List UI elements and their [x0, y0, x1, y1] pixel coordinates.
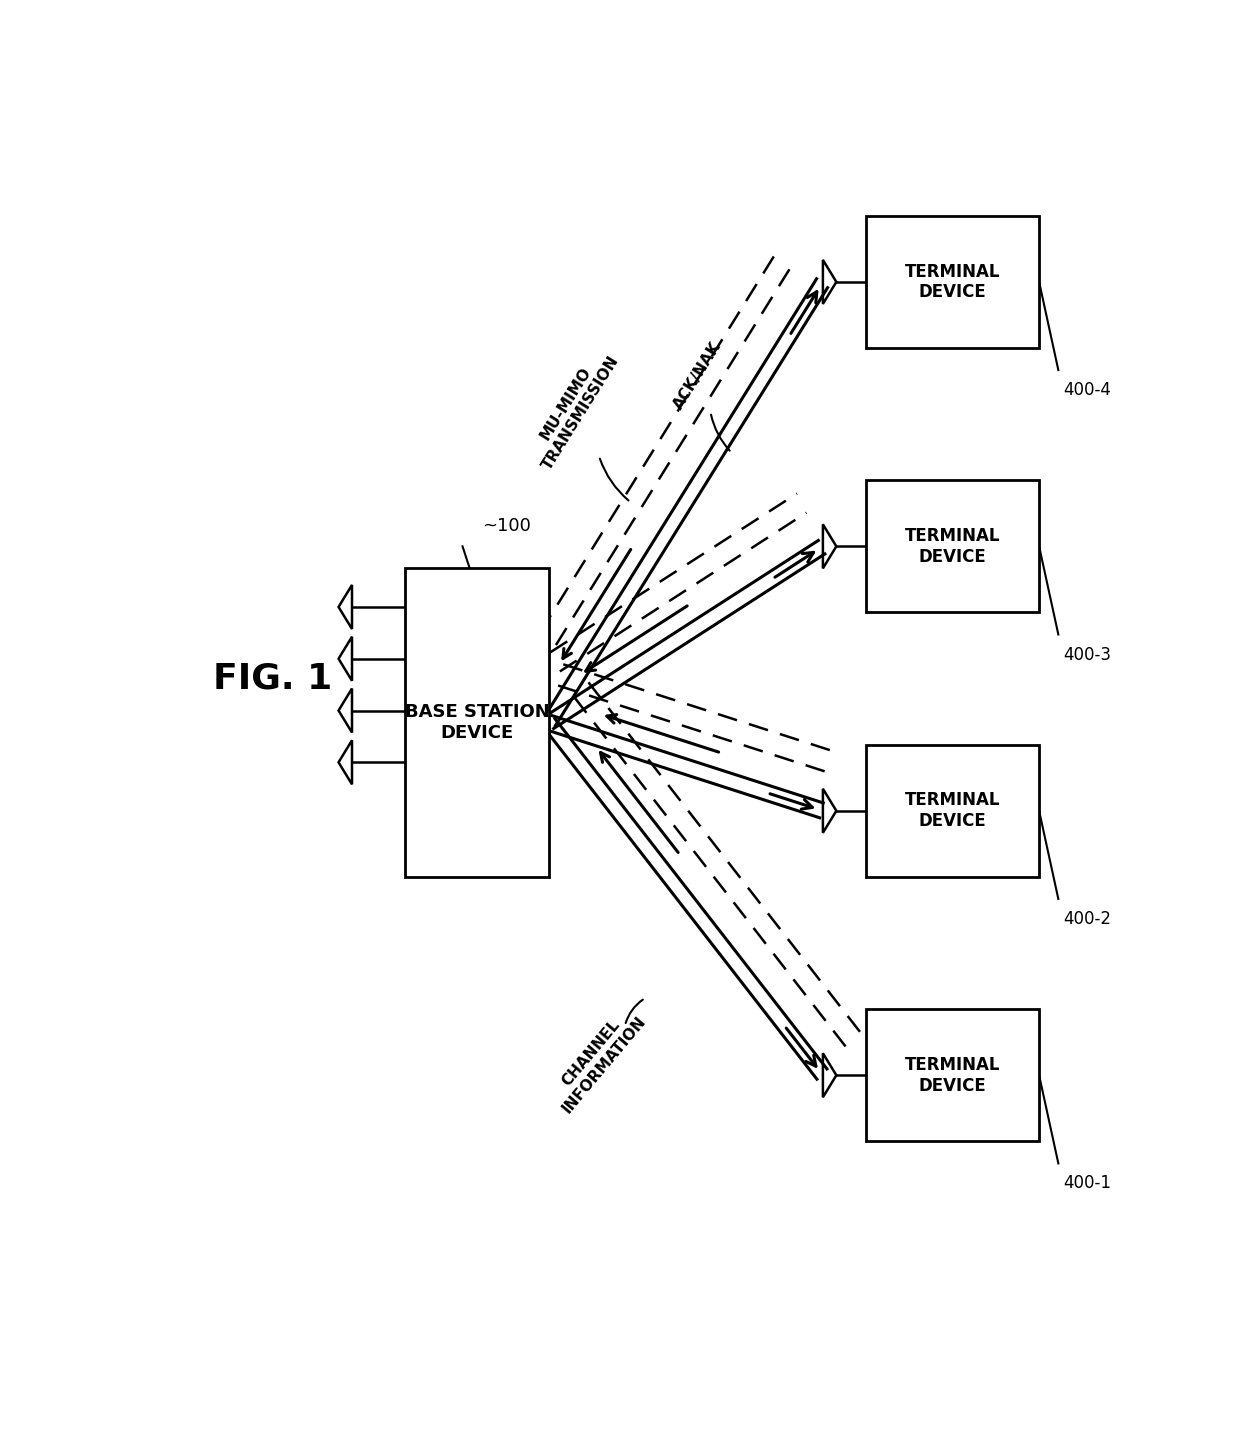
Text: BASE STATION
DEVICE: BASE STATION DEVICE: [404, 703, 549, 743]
Bar: [866, 744, 1039, 877]
Text: TERMINAL
DEVICE: TERMINAL DEVICE: [905, 791, 1001, 830]
Text: TERMINAL
DEVICE: TERMINAL DEVICE: [905, 527, 1001, 565]
Text: CHANNEL
INFORMATION: CHANNEL INFORMATION: [546, 1002, 649, 1116]
Text: 400-2: 400-2: [1063, 910, 1111, 927]
Text: ACK/NAK: ACK/NAK: [671, 339, 724, 412]
Text: TERMINAL
DEVICE: TERMINAL DEVICE: [905, 1056, 1001, 1095]
Text: 400-4: 400-4: [1063, 381, 1111, 399]
Bar: [866, 1009, 1039, 1142]
Text: 400-1: 400-1: [1063, 1175, 1111, 1192]
Bar: [404, 568, 549, 877]
Text: TERMINAL
DEVICE: TERMINAL DEVICE: [905, 262, 1001, 302]
Polygon shape: [546, 539, 826, 730]
Text: 400-3: 400-3: [1063, 645, 1111, 664]
Text: MU-MIMO
TRANSMISSION: MU-MIMO TRANSMISSION: [525, 345, 621, 472]
Bar: [866, 481, 1039, 612]
Text: FIG. 1: FIG. 1: [213, 661, 332, 695]
Polygon shape: [544, 717, 828, 1080]
Bar: [866, 216, 1039, 348]
Text: ~100: ~100: [481, 518, 531, 535]
Polygon shape: [547, 716, 825, 819]
Polygon shape: [543, 278, 828, 727]
